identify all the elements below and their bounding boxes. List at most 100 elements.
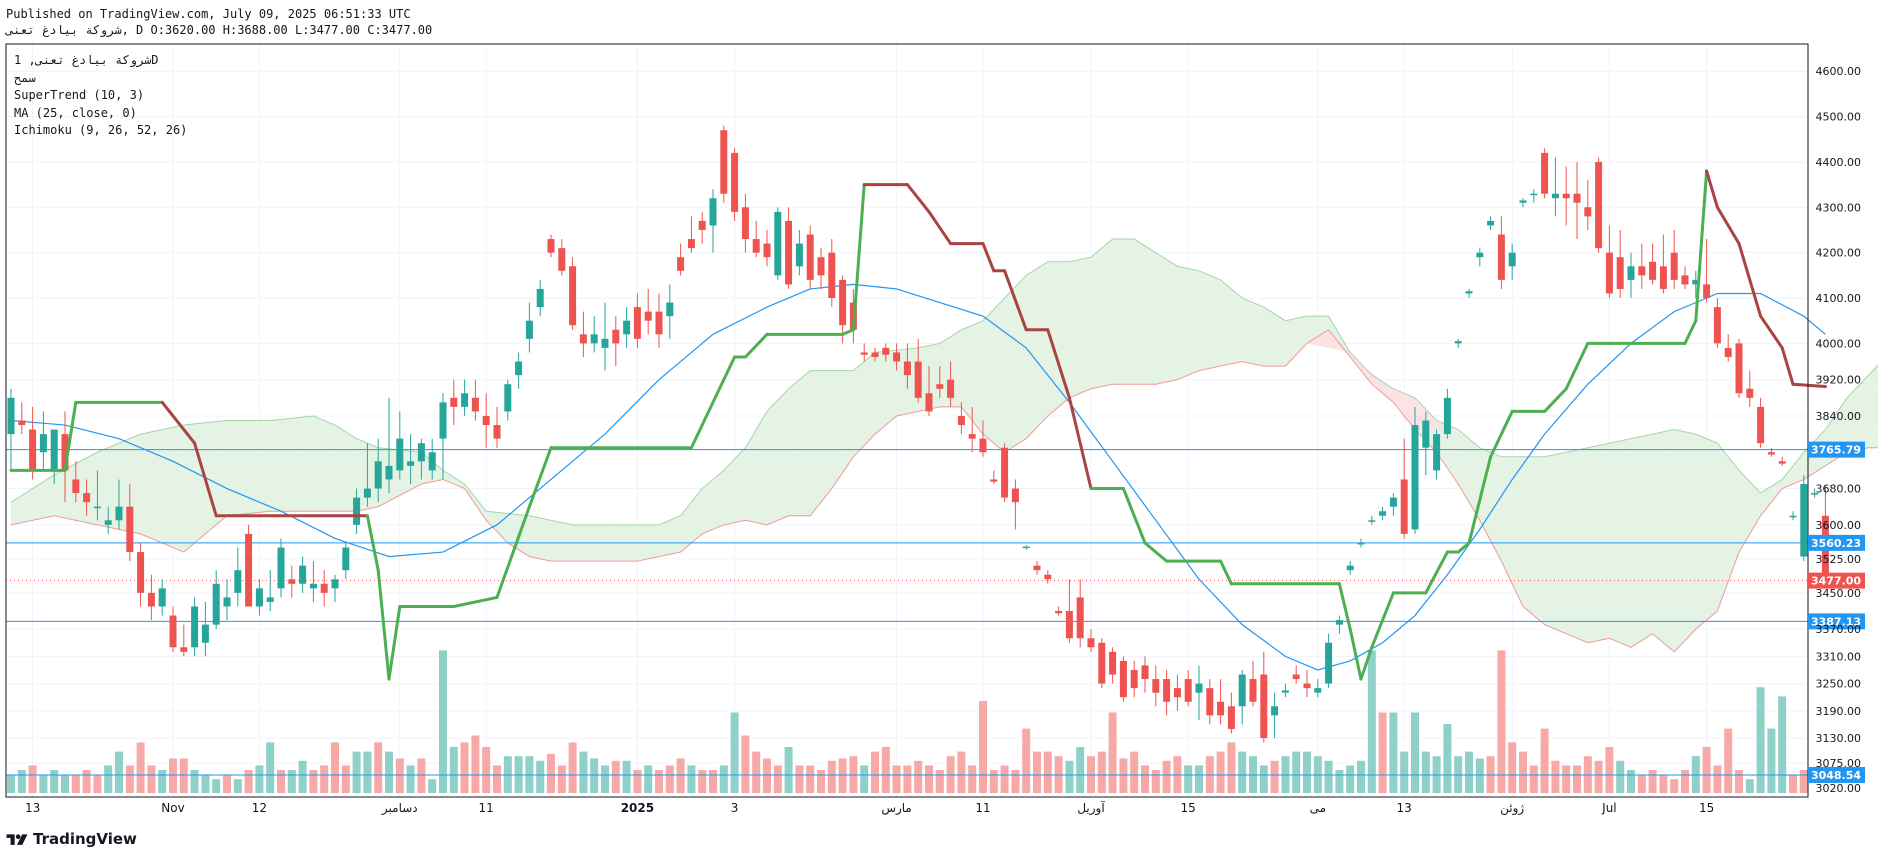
candle-body — [590, 334, 598, 344]
supertrend-segment — [1467, 455, 1493, 545]
volume-bar — [1022, 728, 1031, 793]
candle-body — [1109, 651, 1117, 675]
candle — [363, 443, 371, 507]
volume-bar — [223, 774, 231, 793]
x-tick-label: 11 — [479, 801, 494, 815]
candle-body — [1260, 674, 1268, 739]
cloud-segment — [1868, 421, 1878, 448]
cloud-segment — [1242, 316, 1307, 367]
legend-ichimoku[interactable]: Ichimoku (9, 26, 52, 26) — [14, 123, 188, 137]
volume-bar — [255, 765, 264, 793]
candle — [1260, 651, 1268, 743]
candle — [407, 434, 415, 485]
brand-name: TradingView — [33, 830, 137, 848]
candle-body — [947, 379, 955, 398]
candle — [1454, 338, 1462, 348]
volume-bar — [1000, 765, 1009, 793]
volume-bar — [1735, 770, 1743, 793]
candle-body — [1530, 193, 1538, 196]
supertrend-segment — [1737, 242, 1763, 318]
candle — [1314, 679, 1322, 698]
candle — [666, 284, 674, 339]
price-lines — [6, 449, 1808, 776]
candle-body — [914, 361, 922, 398]
legend-supertrend[interactable]: SuperTrend (10, 3) — [14, 88, 145, 102]
price-label-box — [1808, 534, 1865, 551]
candle-body — [601, 338, 609, 348]
cloud-segment — [1631, 429, 1696, 648]
candle — [1681, 266, 1689, 289]
candle — [1487, 216, 1495, 230]
candle-body — [817, 257, 825, 276]
candle — [536, 279, 544, 317]
candle-body — [1206, 688, 1214, 716]
supertrend-segment — [452, 595, 499, 608]
candle — [1065, 579, 1073, 643]
volume-bar — [1594, 760, 1603, 793]
candle-body — [1724, 347, 1732, 357]
candle-body — [385, 465, 393, 480]
candle — [1713, 298, 1721, 348]
candle — [633, 293, 641, 348]
candles — [7, 125, 1829, 743]
candle — [83, 479, 91, 516]
volume-bar — [914, 760, 923, 793]
cloud-segment — [983, 261, 1048, 453]
candle-body — [1454, 341, 1462, 344]
volume-bar — [644, 765, 653, 793]
candle — [569, 257, 577, 330]
tradingview-brand[interactable]: TradingView — [6, 830, 137, 848]
cloud-segment — [1847, 380, 1878, 453]
supertrend-segment — [981, 242, 996, 273]
candle-body — [1616, 257, 1624, 289]
x-tick-label: 2025 — [621, 801, 654, 815]
volume-bar — [233, 779, 242, 793]
cloud-segment — [464, 484, 487, 521]
candle — [1033, 561, 1041, 575]
volume-bar — [633, 770, 642, 793]
volume-bar — [784, 747, 793, 793]
volume-bar — [1465, 751, 1473, 793]
candle — [1551, 157, 1559, 217]
volume-bar — [1270, 760, 1279, 793]
volume-bar — [568, 742, 577, 793]
candle — [1519, 198, 1527, 208]
candle-body — [1767, 452, 1775, 455]
volume-bar — [61, 774, 69, 793]
cloud-segment — [1004, 261, 1070, 453]
candle-body — [903, 361, 911, 376]
legend-ma[interactable]: MA (25, close, 0) — [14, 105, 137, 120]
y-tick-label: 3525.00 — [1816, 553, 1862, 566]
cloud-segment — [1393, 402, 1459, 430]
candle-body — [277, 547, 285, 589]
candle-body — [1627, 266, 1635, 280]
supertrend-segment — [905, 183, 931, 214]
candle-body — [1735, 343, 1743, 394]
candle-body — [515, 361, 523, 376]
volume-bar — [1292, 751, 1301, 793]
candle-body — [882, 347, 890, 355]
cloud-segment — [1458, 456, 1523, 521]
x-tick-label: آوریل — [1077, 800, 1105, 816]
candle — [482, 393, 490, 448]
candle — [1119, 656, 1127, 702]
volume-bar — [320, 765, 329, 793]
candle — [1400, 438, 1408, 539]
candle-body — [1649, 261, 1657, 280]
candle-body — [720, 130, 728, 194]
candle — [1173, 674, 1181, 711]
supertrend-segment — [1543, 387, 1568, 413]
volume-bar — [71, 774, 80, 793]
volume-bar — [773, 765, 782, 793]
candle — [601, 302, 609, 371]
volume-bar — [1378, 712, 1387, 793]
cloud-segment — [1695, 470, 1761, 630]
candle-body — [1303, 683, 1311, 689]
candle-body — [1433, 434, 1441, 471]
volume-bar — [903, 765, 912, 793]
candle-body — [39, 434, 47, 453]
candle-body — [1443, 397, 1451, 435]
cloud-segment — [1220, 307, 1286, 367]
candle — [72, 461, 80, 503]
